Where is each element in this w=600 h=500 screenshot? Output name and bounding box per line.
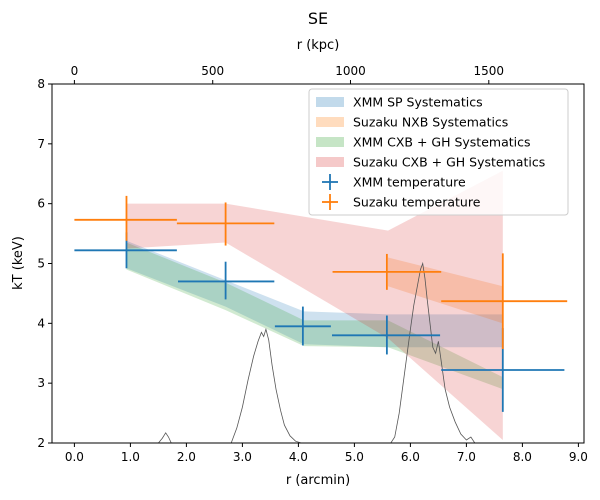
series-1-point-3 [441, 253, 568, 350]
legend-entry-4: XMM temperature [322, 174, 466, 190]
band-2 [126, 242, 503, 390]
legend-label: XMM CXB + GH Systematics [353, 135, 530, 150]
chart-title: SE [308, 9, 328, 28]
legend-label: Suzaku CXB + GH Systematics [353, 155, 545, 170]
series-0-point-3 [332, 315, 441, 355]
series-0-point-1 [178, 261, 275, 300]
series-1-point-0 [74, 195, 177, 241]
x-tick-label: 1.0 [121, 450, 140, 464]
legend-swatch [316, 97, 344, 107]
axes: 0.0 1.0 2.0 3.0 4.0 5.0 6.0 7.0 8.0 9.0 2 3 4 5 6 7 8 0 50… [37, 64, 588, 464]
y-tick-label: 7 [37, 137, 45, 151]
x-tick-label: 6.0 [401, 450, 420, 464]
x-tick-label: 9.0 [569, 450, 588, 464]
x-tick-label: 8.0 [513, 450, 532, 464]
legend-entry-2: XMM CXB + GH Systematics [316, 135, 530, 150]
x-tick-label: 3.0 [233, 450, 252, 464]
y-tick-label: 8 [37, 77, 45, 91]
series-1-point-1 [176, 202, 275, 246]
legend-entry-0: XMM SP Systematics [316, 95, 483, 110]
band-3 [126, 170, 503, 441]
y-tick-label: 4 [37, 316, 45, 330]
legend-swatch [316, 157, 344, 167]
legend-label: Suzaku temperature [353, 195, 481, 210]
series-1-point-2 [332, 253, 442, 290]
x-tick-label: 0.0 [65, 450, 84, 464]
temperature-series [74, 195, 568, 412]
top-x-tick-label: 0 [71, 64, 79, 78]
legend-label: Suzaku NXB Systematics [353, 115, 508, 130]
top-x-tick-label: 1000 [335, 64, 366, 78]
legend-swatch [316, 117, 344, 127]
top-x-tick-label: 500 [201, 64, 224, 78]
y-tick-label: 5 [37, 257, 45, 271]
x-tick-label: 4.0 [289, 450, 308, 464]
x-tick-label: 7.0 [457, 450, 476, 464]
top-x-tick-label: 1500 [474, 64, 505, 78]
legend-entry-1: Suzaku NXB Systematics [316, 115, 508, 130]
y-tick-label: 2 [37, 436, 45, 450]
legend: XMM SP Systematics Suzaku NXB Systematics… [308, 88, 569, 216]
x-tick-label: 2.0 [177, 450, 196, 464]
legend-label: XMM SP Systematics [353, 95, 483, 110]
band-0 [126, 240, 503, 348]
top-x-axis-label: r (kpc) [297, 38, 340, 53]
y-tick-label: 6 [37, 197, 45, 211]
legend-label: XMM temperature [353, 175, 466, 190]
legend-box [308, 88, 569, 216]
x-tick-label: 5.0 [345, 450, 364, 464]
series-0-point-2 [274, 306, 331, 346]
band-1 [388, 257, 503, 324]
x-axis-label: r (arcmin) [286, 473, 350, 488]
y-tick-label: 3 [37, 376, 45, 390]
systematics-bands [126, 170, 503, 441]
y-axis-label: kT (keV) [11, 236, 26, 290]
legend-entry-5: Suzaku temperature [322, 194, 481, 210]
legend-swatch [316, 137, 344, 147]
legend-entry-3: Suzaku CXB + GH Systematics [316, 155, 545, 170]
